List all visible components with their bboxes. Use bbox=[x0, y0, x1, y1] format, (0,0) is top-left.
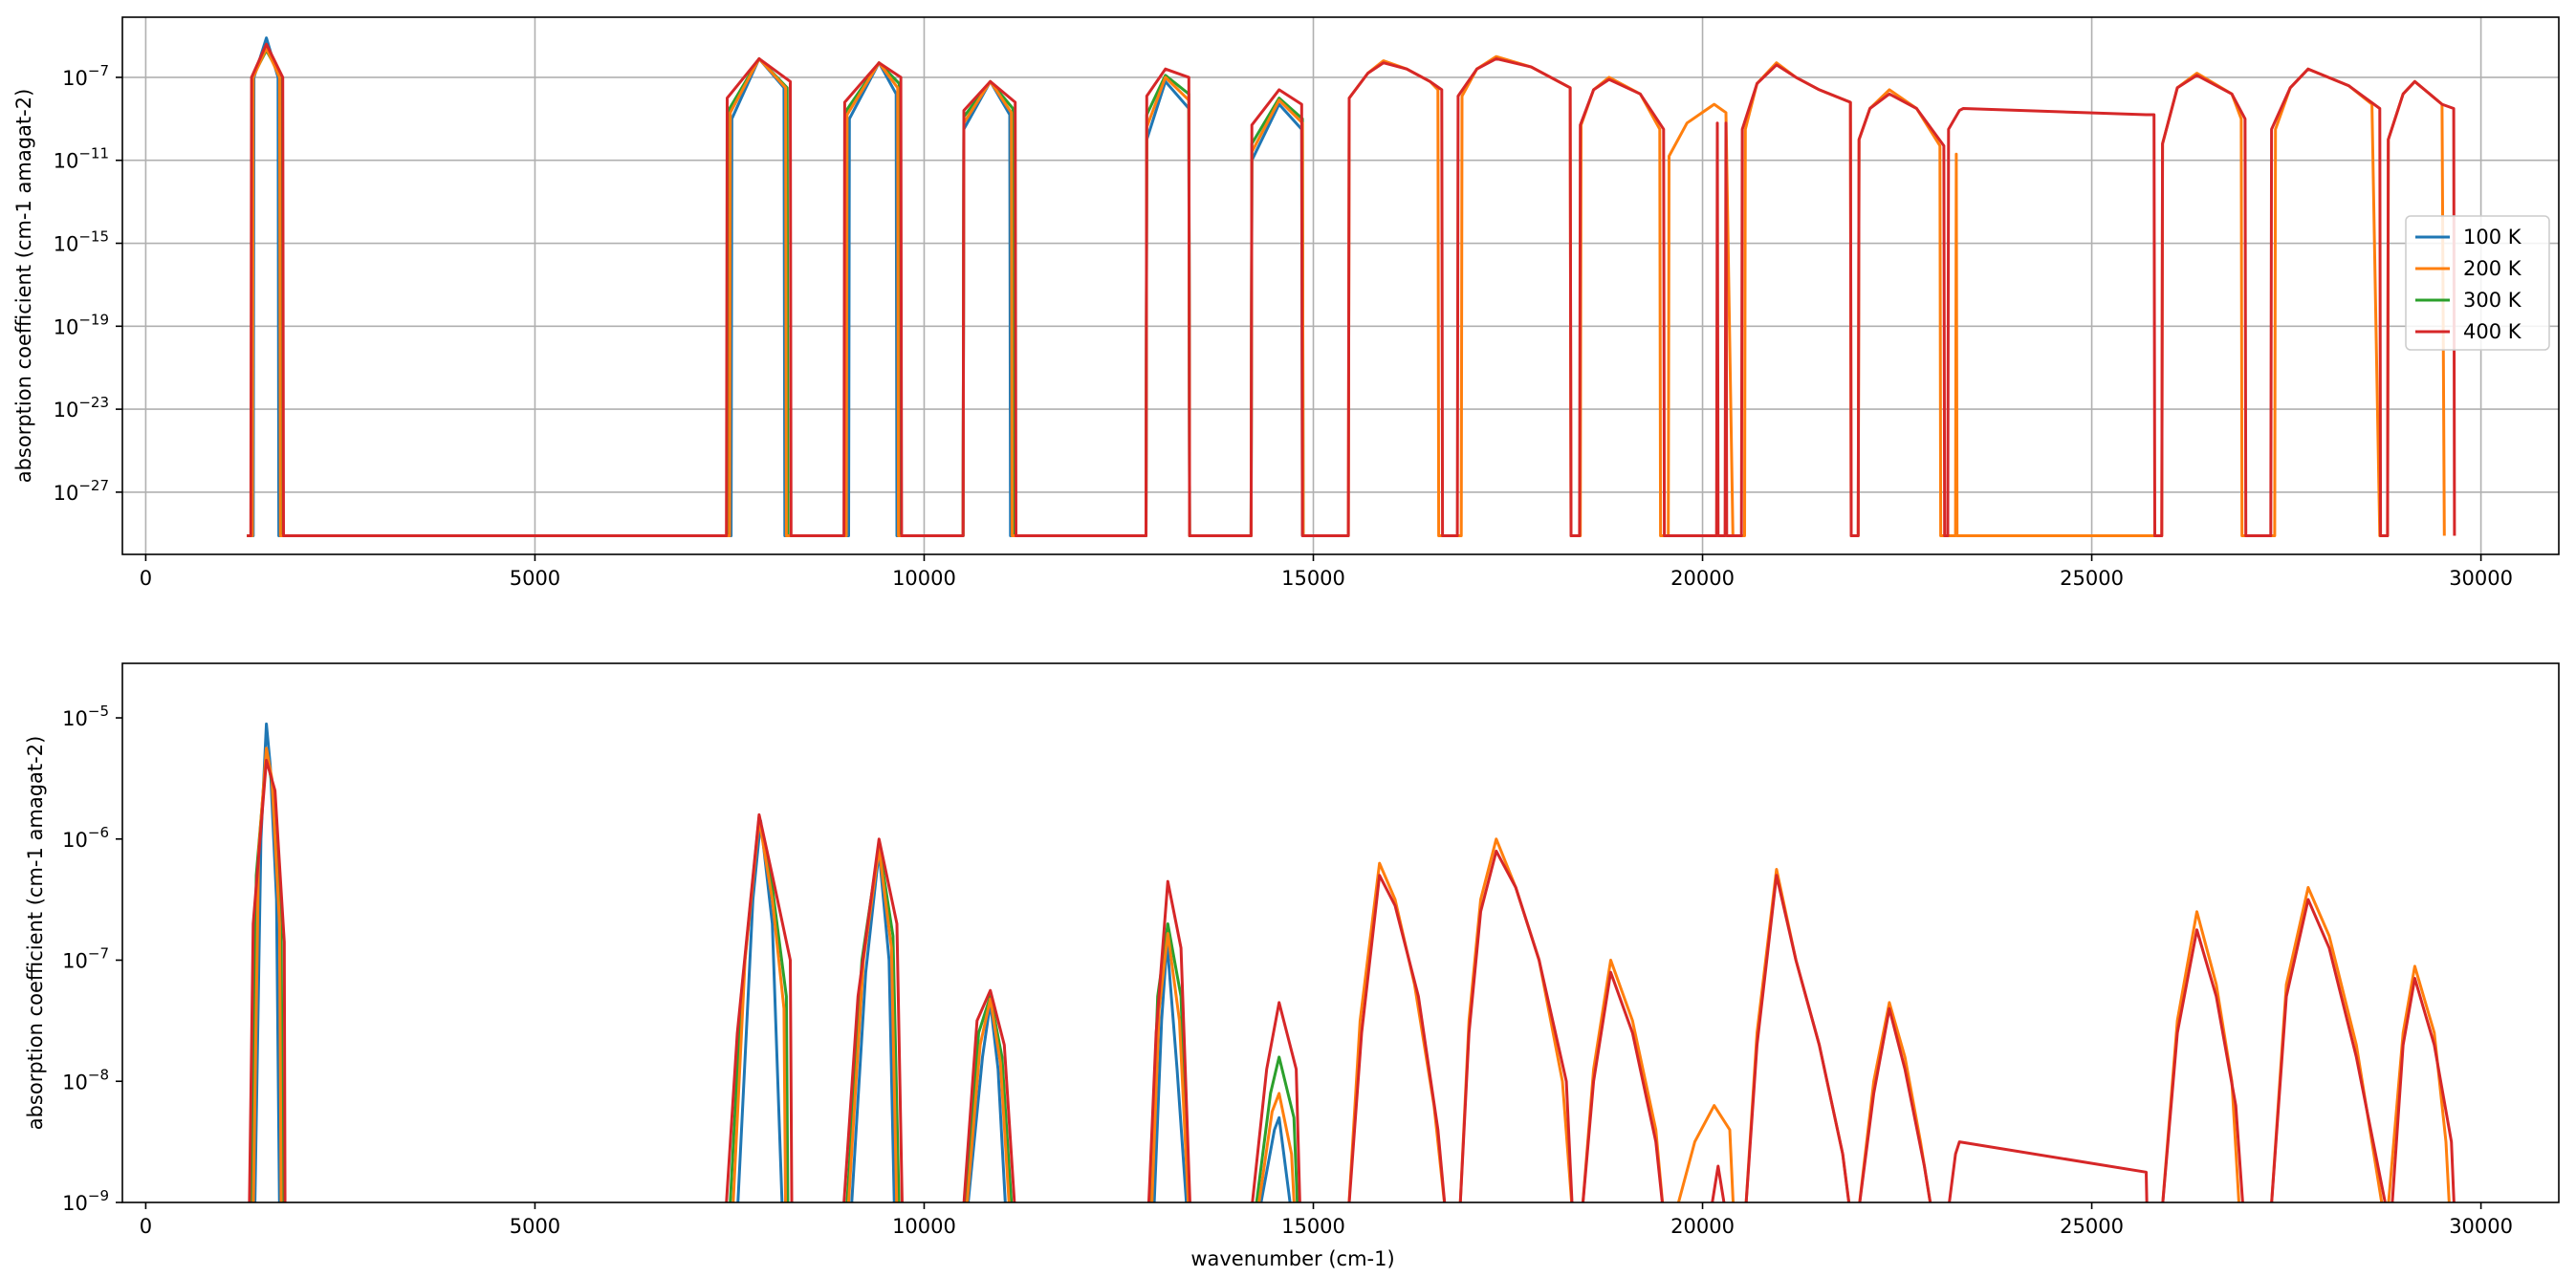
y-tick-label: 10−7 bbox=[62, 945, 109, 973]
x-tick-label: 15000 bbox=[1281, 1215, 1345, 1238]
y-tick-label: 10−23 bbox=[54, 394, 109, 422]
y-axis-title: absorption coefficient (cm-1 amagat-2) bbox=[12, 89, 35, 484]
legend-label: 300 K bbox=[2463, 289, 2522, 312]
x-tick-label: 25000 bbox=[2060, 1215, 2124, 1238]
y-tick-label: 10−7 bbox=[62, 62, 109, 90]
legend: 100 K 200 K 300 K 400 K bbox=[2405, 215, 2550, 351]
x-tick-label: 25000 bbox=[2060, 567, 2124, 590]
series-lines bbox=[248, 722, 2456, 1202]
series-line-400-k bbox=[247, 42, 2456, 537]
series-line-200-k bbox=[247, 47, 2446, 537]
bottom-panel-log-zoomed: 0 5000 10000 15000 20000 25000 30000 10−5 10−6 10… bbox=[24, 662, 2560, 1270]
x-tick-label: 20000 bbox=[1670, 1215, 1735, 1238]
series-line-100-k bbox=[253, 722, 1292, 1202]
axes-frame bbox=[121, 662, 2560, 1203]
x-axis-title: wavenumber (cm-1) bbox=[1190, 1247, 1394, 1270]
legend-label: 400 K bbox=[2463, 320, 2522, 343]
y-tick-label: 10−11 bbox=[54, 145, 109, 173]
x-tick-label: 15000 bbox=[1281, 567, 1345, 590]
x-tick-label: 30000 bbox=[2449, 567, 2513, 590]
series-line-100-k bbox=[247, 36, 1304, 537]
series-line-400-k bbox=[248, 758, 2456, 1202]
y-axis-title: absorption coefficient (cm-1 amagat-2) bbox=[24, 736, 47, 1131]
axes-frame bbox=[121, 16, 2560, 555]
y-tick-label: 10−9 bbox=[62, 1187, 109, 1215]
y-tick-label: 10−15 bbox=[54, 228, 109, 256]
legend-label: 200 K bbox=[2463, 257, 2522, 280]
x-tick-label: 10000 bbox=[892, 567, 956, 590]
y-tick-label: 10−8 bbox=[62, 1066, 109, 1093]
y-tick-label: 10−5 bbox=[62, 703, 109, 730]
y-tick-label: 10−6 bbox=[62, 824, 109, 852]
x-tick-label: 30000 bbox=[2449, 1215, 2513, 1238]
y-tick-label: 10−19 bbox=[54, 311, 109, 338]
x-tick-label: 5000 bbox=[510, 1215, 560, 1238]
series-lines bbox=[247, 36, 2456, 537]
x-tick-label: 5000 bbox=[510, 567, 560, 590]
top-panel-log-full-range: 0 5000 10000 15000 20000 25000 30000 10−7 10−11 1… bbox=[12, 16, 2560, 590]
legend-label: 100 K bbox=[2463, 226, 2522, 249]
x-tick-label: 20000 bbox=[1670, 567, 1735, 590]
x-tick-label: 10000 bbox=[892, 1215, 956, 1238]
x-tick-label: 0 bbox=[140, 1215, 152, 1238]
x-tick-label: 0 bbox=[140, 567, 152, 590]
series-line-200-k bbox=[251, 747, 2451, 1202]
y-tick-label: 10−27 bbox=[54, 477, 109, 505]
